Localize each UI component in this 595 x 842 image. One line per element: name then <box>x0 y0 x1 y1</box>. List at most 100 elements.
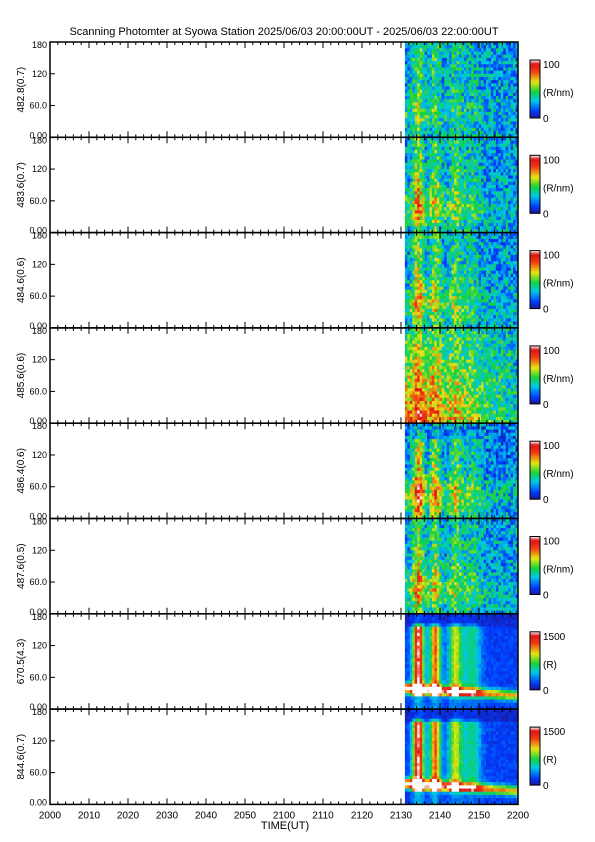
heatmap-cell <box>473 296 477 300</box>
heatmap-cell <box>427 99 430 103</box>
heatmap-cell <box>473 178 477 183</box>
heatmap-cell <box>434 283 438 288</box>
heatmap-cell <box>424 375 428 380</box>
colorbar-cell <box>530 257 540 260</box>
heatmap-cell <box>444 324 448 329</box>
heatmap-cell <box>431 64 435 68</box>
heatmap-cell <box>503 216 507 221</box>
heatmap-cell <box>449 312 453 316</box>
heatmap-cell <box>513 197 516 202</box>
heatmap-cell <box>495 175 499 179</box>
heatmap-cell <box>429 302 433 307</box>
heatmap-cell <box>424 226 428 230</box>
heatmap-cell <box>439 216 443 221</box>
heatmap-cell <box>468 267 472 272</box>
heatmap-cell <box>486 140 489 145</box>
heatmap-cell <box>476 115 480 119</box>
heatmap-cell <box>505 242 509 246</box>
heatmap-cell <box>441 64 445 68</box>
heatmap-cell <box>500 280 504 284</box>
colorbar-cell <box>530 208 540 211</box>
heatmap-cell <box>463 105 467 110</box>
heatmap-cell <box>481 194 484 199</box>
heatmap-cell <box>422 416 425 421</box>
heatmap-cell <box>500 67 504 71</box>
heatmap-cell <box>508 308 512 313</box>
heatmap-cell <box>439 143 443 148</box>
heatmap-cell <box>463 245 467 249</box>
heatmap-cell <box>417 334 421 338</box>
heatmap-cell <box>495 223 499 227</box>
heatmap-cell <box>505 213 509 218</box>
heatmap-cell <box>510 143 514 148</box>
heatmap-cell <box>436 80 440 84</box>
heatmap-cell <box>451 153 455 157</box>
heatmap-cell <box>436 89 440 94</box>
heatmap-cell <box>412 318 416 322</box>
heatmap-cell <box>427 353 430 357</box>
heatmap-cell <box>466 286 470 291</box>
heatmap-cell <box>471 302 475 307</box>
heatmap-cell <box>466 264 470 268</box>
heatmap-cell <box>463 219 467 224</box>
heatmap-cell <box>412 292 416 297</box>
heatmap-cell <box>422 64 425 68</box>
heatmap-cell <box>515 283 519 288</box>
heatmap-cell <box>500 115 504 119</box>
heatmap-cell <box>436 115 440 119</box>
heatmap-cell <box>424 321 428 326</box>
heatmap-cell <box>454 115 457 119</box>
heatmap-cell <box>446 96 450 100</box>
heatmap-cell <box>441 130 445 135</box>
heatmap-cell <box>490 115 494 119</box>
heatmap-cell <box>431 159 435 164</box>
heatmap-cell <box>513 57 516 62</box>
heatmap-cell <box>481 51 484 56</box>
heatmap-cell <box>436 86 440 91</box>
heatmap-cell <box>422 156 425 160</box>
heatmap-cells <box>404 327 519 424</box>
heatmap-cell <box>444 175 448 179</box>
heatmap-cell <box>493 89 497 94</box>
heatmap-cell <box>488 115 492 119</box>
heatmap-cell <box>429 134 433 138</box>
y-tick-label: 120 <box>32 259 47 269</box>
heatmap-cell <box>454 280 457 284</box>
heatmap-cell <box>483 162 487 167</box>
heatmap-cell <box>449 289 453 294</box>
heatmap-cell <box>513 92 516 97</box>
heatmap-cell <box>476 273 480 278</box>
heatmap-cell <box>454 299 457 303</box>
heatmap-cell <box>427 70 430 75</box>
heatmap-cell <box>407 292 411 297</box>
heatmap-cell <box>478 115 482 119</box>
heatmap-cell <box>498 115 502 119</box>
heatmap-cell <box>417 197 421 202</box>
colorbar-cell <box>530 67 540 69</box>
heatmap-cell <box>427 89 430 94</box>
heatmap-cell <box>441 83 445 87</box>
heatmap-cell <box>449 292 453 297</box>
heatmap-cell <box>513 89 516 94</box>
heatmap-cell <box>434 219 438 224</box>
heatmap-cell <box>503 121 507 125</box>
heatmap-cell <box>446 159 450 164</box>
heatmap-cell <box>434 210 438 214</box>
heatmap-cell <box>441 92 445 97</box>
heatmap-cell <box>495 86 499 91</box>
heatmap-cell <box>449 159 453 164</box>
heatmap-cell <box>439 134 443 138</box>
heatmap-cell <box>473 191 477 195</box>
heatmap-cell <box>439 232 443 237</box>
heatmap-cell <box>441 200 445 205</box>
heatmap-cell <box>493 184 497 189</box>
heatmap-cell <box>404 420 408 424</box>
heatmap-cell <box>441 270 445 275</box>
heatmap-cell <box>422 296 425 300</box>
y-axis-label: 483.6(0.7) <box>16 162 27 208</box>
heatmap-cell <box>422 102 425 106</box>
heatmap-cell <box>461 61 465 65</box>
heatmap-cell <box>407 146 411 151</box>
heatmap-cell <box>463 54 467 59</box>
heatmap-cell <box>493 159 497 164</box>
